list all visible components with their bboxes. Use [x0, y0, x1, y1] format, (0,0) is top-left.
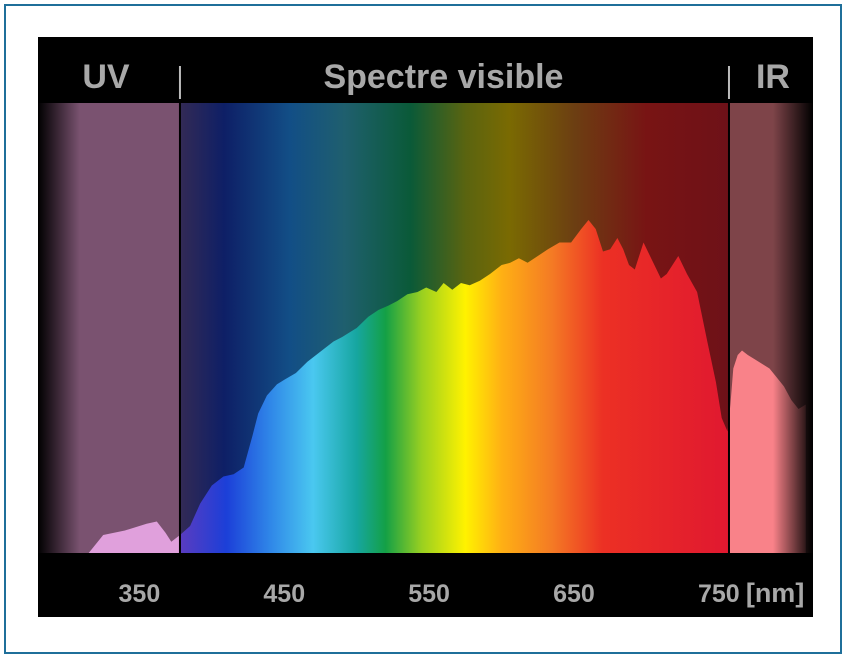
spectrum-chart: UV Spectre visible IR 350 450 550 650 750 [n…: [38, 37, 813, 617]
x-tick-label-450: 450: [263, 580, 305, 608]
ir-region-label: IR: [756, 58, 790, 96]
uv-spectrum-area: [88, 521, 180, 553]
x-tick-label-350: 350: [119, 580, 161, 608]
right-fade-overlay: [773, 102, 813, 554]
x-tick-label-550: 550: [408, 580, 450, 608]
x-tick-label-650: 650: [553, 580, 595, 608]
visible-region-label: Spectre visible: [323, 58, 563, 96]
x-unit-label: [nm]: [746, 578, 804, 608]
uv-region-label: UV: [82, 58, 130, 96]
x-tick-label-750: 750: [698, 580, 740, 608]
spectrum-area: [180, 220, 729, 553]
left-fade-overlay: [38, 102, 80, 554]
